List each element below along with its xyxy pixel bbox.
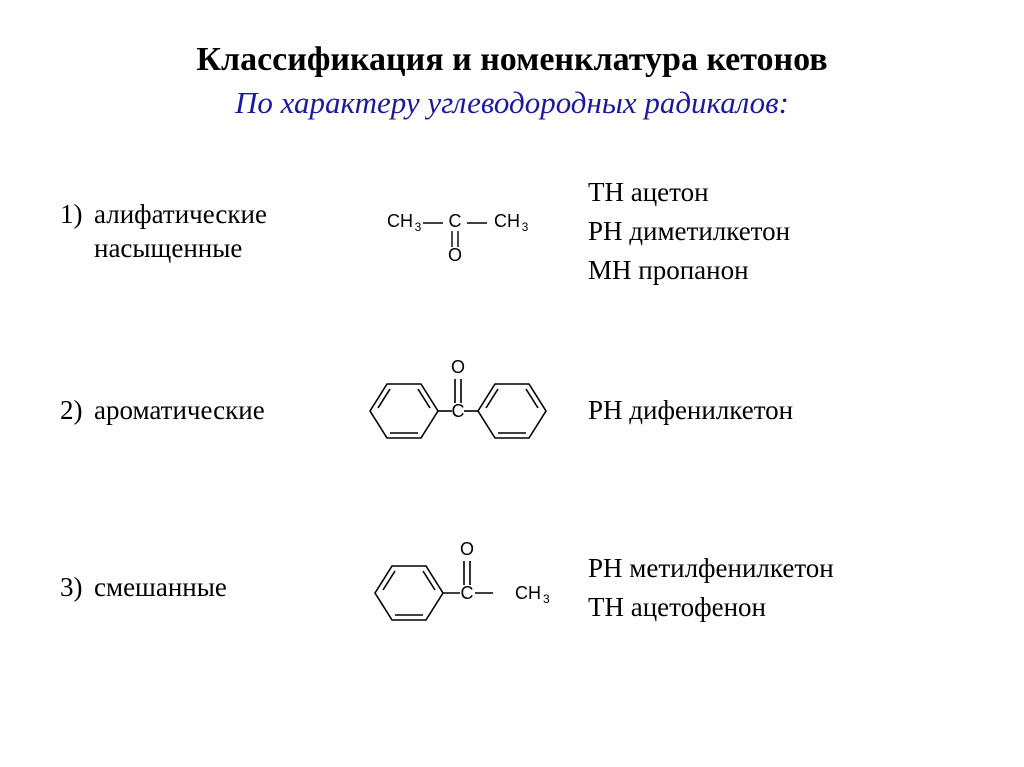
list-item: 1)алифатические насыщенные CH 3 C CH 3 O [60, 173, 964, 290]
ch3-left-label: CH [387, 211, 413, 231]
carbonyl-c: C [449, 211, 462, 231]
spacer [60, 232, 94, 266]
subtitle: По характеру углеводородных радикалов: [60, 83, 964, 123]
name-line: РН диметилкетон [588, 212, 964, 251]
name-line: РН метилфенилкетон [588, 549, 964, 588]
structure-benzophenone: C O [340, 351, 570, 471]
class-label: 1)алифатические насыщенные [60, 198, 330, 266]
names-block: РН метилфенилкетон ТН ацетофенон [580, 549, 964, 627]
carbonyl-c: C [461, 583, 474, 603]
item-number: 1) [60, 198, 94, 232]
sub3-left: 3 [415, 220, 422, 234]
sub3-right: 3 [522, 220, 529, 234]
carbonyl-c: C [452, 401, 465, 421]
item-number: 2) [60, 394, 94, 428]
list-item: 2)ароматические [60, 351, 964, 471]
item-number: 3) [60, 571, 94, 605]
class-name-line1: алифатические [94, 199, 267, 229]
classification-list: 1)алифатические насыщенные CH 3 C CH 3 O [60, 173, 964, 645]
ch3-label: CH [515, 583, 541, 603]
o-label: O [460, 539, 474, 559]
sub3: 3 [543, 592, 550, 606]
ch3-right-label: CH [494, 211, 520, 231]
class-name-line1: смешанные [94, 572, 227, 602]
names-block: ТН ацетон РН диметилкетон МН пропанон [580, 173, 964, 290]
o-label: O [451, 357, 465, 377]
class-label: 3)смешанные [60, 571, 330, 605]
names-block: РН дифенилкетон [580, 391, 964, 430]
list-item: 3)смешанные C [60, 531, 964, 646]
class-name-line1: ароматические [94, 395, 265, 425]
name-line: РН дифенилкетон [588, 391, 964, 430]
structure-acetone: CH 3 C CH 3 O [340, 197, 570, 267]
name-line: ТН ацетофенон [588, 588, 964, 627]
class-name-line2: насыщенные [94, 233, 242, 263]
class-label: 2)ароматические [60, 394, 330, 428]
name-line: ТН ацетон [588, 173, 964, 212]
o-label: O [448, 245, 462, 265]
name-line: МН пропанон [588, 251, 964, 290]
structure-acetophenone: C O CH 3 [340, 531, 570, 646]
title-block: Классификация и номенклатура кетонов По … [60, 40, 964, 123]
main-title: Классификация и номенклатура кетонов [60, 40, 964, 81]
